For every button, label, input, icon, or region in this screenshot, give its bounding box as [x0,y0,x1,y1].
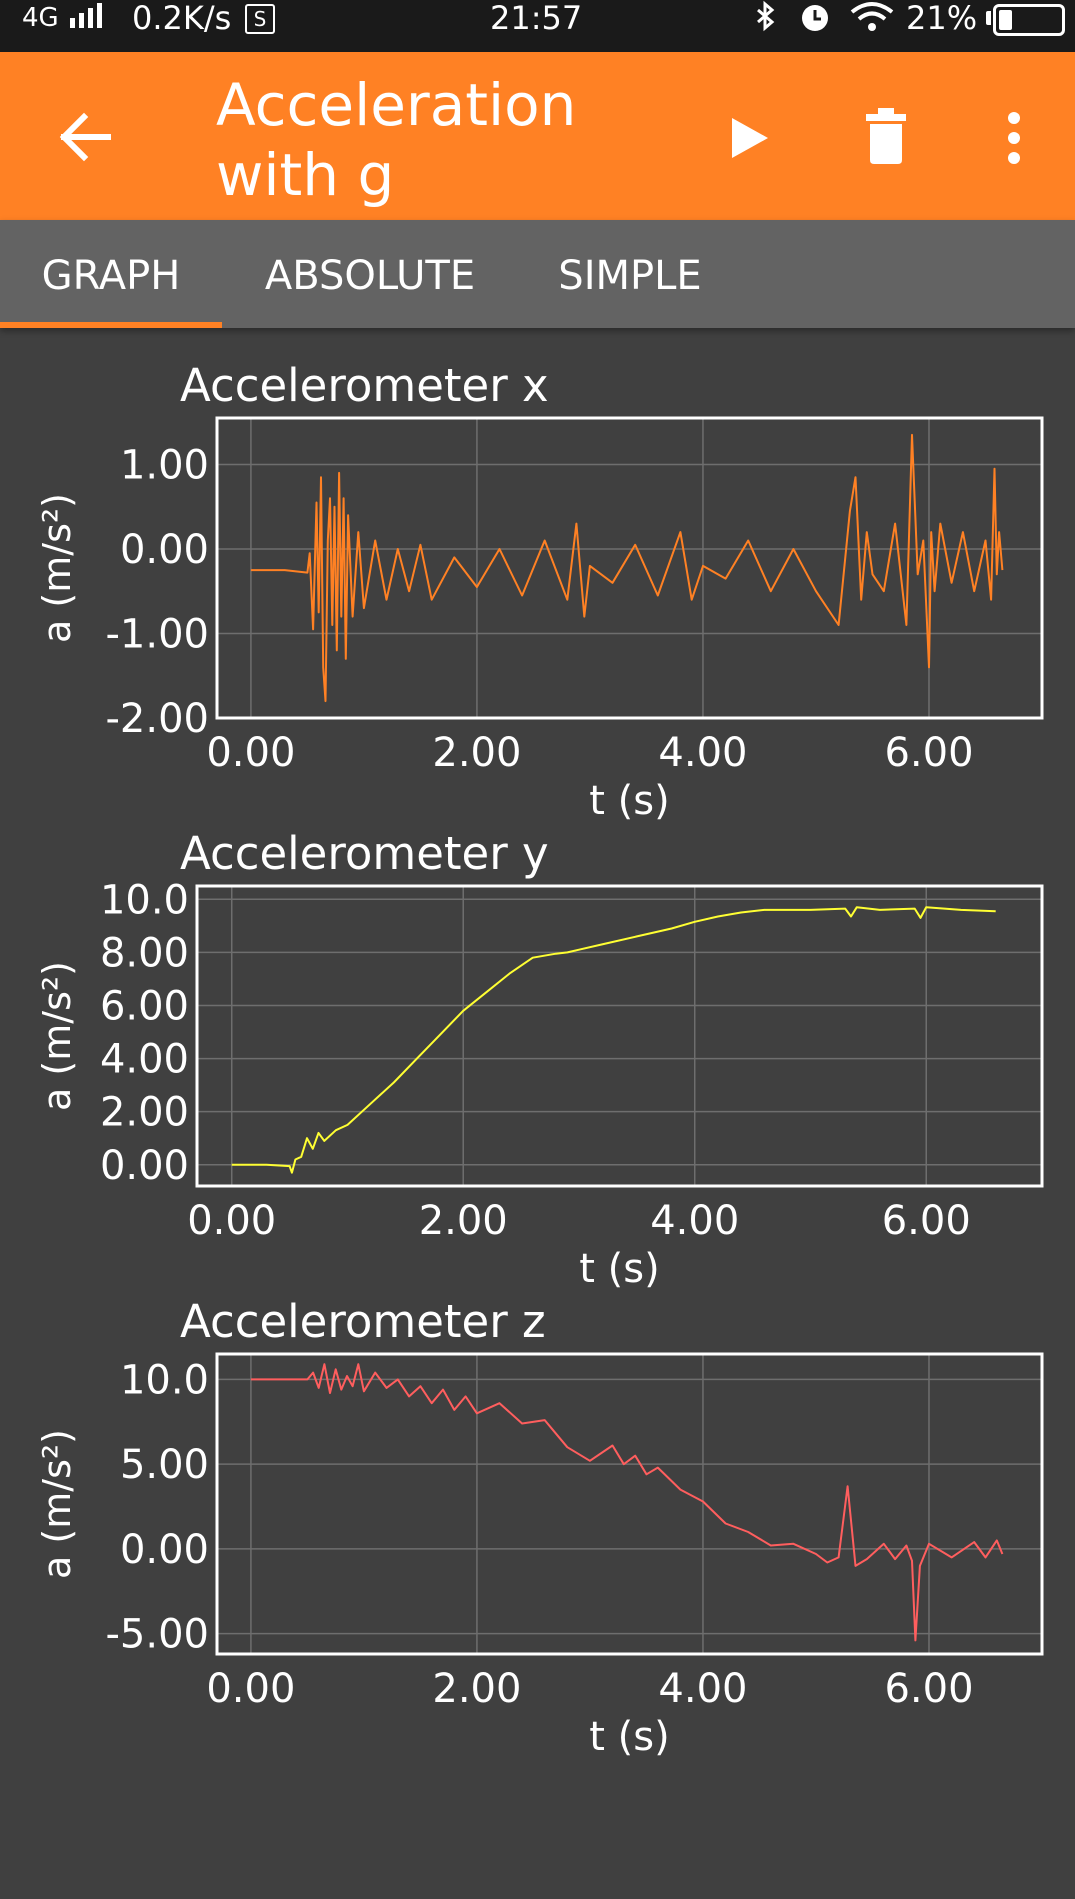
network-speed: 0.2K/s [132,0,232,37]
x-tick-label: 2.00 [432,730,521,776]
x-tick-label: 0.00 [206,1666,295,1712]
chart-accelerometer-z[interactable]: Accelerometer z 0.00 2.00 4.00 6.00 10.0 5.00… [0,1294,1075,1764]
x-tick-label: 6.00 [882,1198,971,1244]
chart-title: Accelerometer z [180,1295,546,1348]
x-tick-label: 6.00 [884,730,973,776]
x-tick-label: 4.00 [658,1666,747,1712]
chart-accelerometer-y[interactable]: Accelerometer y 0.00 2.00 4.00 6.00 10.0 8.00… [0,826,1075,1296]
x-tick-label: 4.00 [658,730,747,776]
alarm-icon [795,0,835,52]
sim-badge-icon: S [245,4,275,34]
battery-icon [993,4,1065,36]
y-tick-label: 6.00 [100,983,189,1029]
battery-percent: 21% [906,0,978,37]
page-title: Acceleration with g [216,71,577,209]
back-arrow-icon[interactable] [50,102,120,172]
app-bar: Acceleration with g [0,52,1075,220]
y-axis-label: a (m/s²) [35,1429,79,1579]
y-tick-label: 0.00 [120,1527,209,1573]
chart-svg: 0.00 2.00 4.00 6.00 10.0 5.00 0.00 -5.00 t (s) a … [35,1352,1044,1760]
x-axis-label: t (s) [579,1246,659,1292]
bluetooth-icon [752,0,780,52]
plot-frame [215,416,1044,720]
trash-icon[interactable] [862,104,910,168]
y-tick-label: -5.00 [106,1612,210,1658]
y-tick-label: -2.00 [106,696,210,742]
chart-svg: 0.00 2.00 4.00 6.00 1.00 0.00 -1.00 -2.00 t (s) a… [35,416,1044,824]
y-tick-label: 1.00 [120,442,209,488]
y-tick-label: 10.0 [120,1357,209,1403]
y-tick-label: 0.00 [100,1143,189,1189]
x-axis-label: t (s) [589,778,669,824]
status-bar: 4G 0.2K/s S 21:57 21% [0,0,1075,52]
network-type: 4G [22,3,59,33]
plot-frame [195,884,1044,1188]
tab-absolute[interactable]: ABSOLUTE [264,253,476,299]
y-axis-label: a (m/s²) [35,493,79,643]
chart-title: Accelerometer x [180,359,549,412]
y-tick-label: 4.00 [100,1037,189,1083]
tab-bar: GRAPH ABSOLUTE SIMPLE [0,220,1075,328]
tab-graph[interactable]: GRAPH [41,253,181,299]
y-tick-label: 0.00 [120,527,209,573]
y-tick-label: 10.0 [100,877,189,923]
signal-icon [66,0,116,52]
y-tick-label: 8.00 [100,930,189,976]
chart-accelerometer-x[interactable]: Accelerometer x 0.00 2.00 4.00 6.00 1.00 0.00… [0,358,1075,828]
battery-tip [986,11,991,25]
series-line [231,906,996,1174]
wifi-icon [848,0,896,52]
more-vert-icon[interactable] [996,108,1032,168]
series-line [250,1363,1004,1642]
series-line [250,433,1004,703]
y-axis-label: a (m/s²) [35,961,79,1111]
x-tick-label: 6.00 [884,1666,973,1712]
selected-tab-indicator [0,322,222,328]
plot-frame [215,1352,1044,1656]
x-tick-label: 0.00 [187,1198,276,1244]
x-tick-label: 0.00 [206,730,295,776]
clock: 21:57 [490,0,583,37]
y-tick-label: -1.00 [106,611,210,657]
chart-svg: 0.00 2.00 4.00 6.00 10.0 8.00 6.00 4.00 2.00 0.00… [35,877,1044,1292]
y-tick-label: 5.00 [120,1442,209,1488]
play-icon[interactable] [720,110,776,166]
chart-title: Accelerometer y [180,827,549,880]
x-tick-label: 2.00 [419,1198,508,1244]
x-tick-label: 4.00 [650,1198,739,1244]
x-tick-label: 2.00 [432,1666,521,1712]
x-axis-label: t (s) [589,1714,669,1760]
y-tick-label: 2.00 [100,1090,189,1136]
tab-simple[interactable]: SIMPLE [558,253,702,299]
